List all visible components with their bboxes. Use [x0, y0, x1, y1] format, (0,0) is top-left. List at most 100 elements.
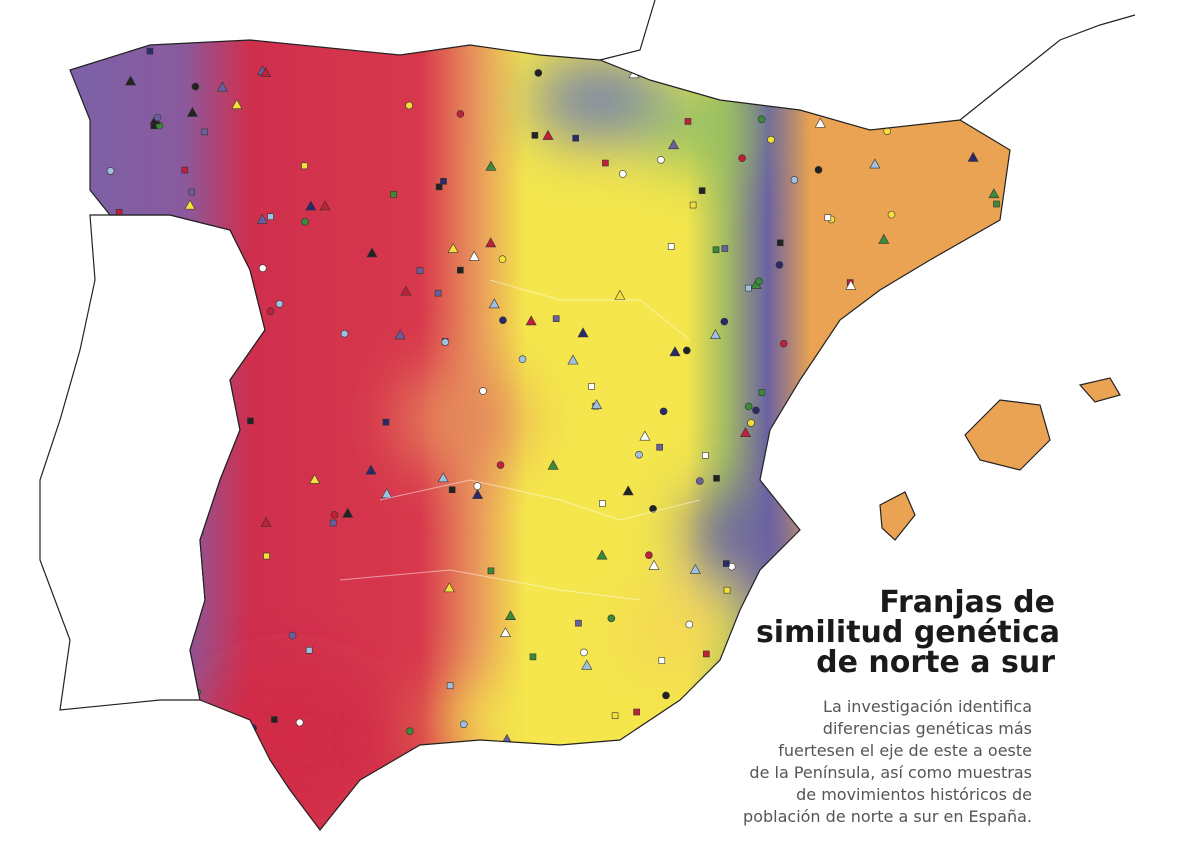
sample-marker — [990, 342, 999, 350]
sample-marker — [201, 128, 208, 136]
sample-marker — [702, 452, 709, 459]
sample-marker — [581, 659, 593, 670]
sample-marker — [186, 106, 198, 117]
sample-marker — [775, 261, 784, 269]
sample-marker — [993, 200, 1000, 208]
sample-marker — [181, 166, 189, 174]
sample-marker — [572, 134, 579, 142]
sample-marker — [381, 488, 393, 499]
sample-marker — [758, 389, 766, 396]
sample-marker — [505, 610, 517, 621]
sample-marker — [889, 435, 901, 446]
description-line: diferencias genéticas más — [823, 719, 1032, 738]
sample-marker — [657, 155, 665, 164]
sample-marker — [94, 204, 103, 212]
sample-marker — [752, 406, 760, 415]
sample-marker — [746, 665, 755, 673]
sample-marker — [473, 482, 482, 490]
sample-marker — [622, 485, 634, 496]
sample-marker — [305, 200, 317, 211]
sample-marker — [267, 213, 274, 221]
sample-marker — [845, 542, 852, 549]
sample-marker — [723, 586, 731, 594]
sample-marker — [394, 329, 406, 340]
sample-marker — [683, 346, 691, 355]
sample-marker — [790, 176, 799, 184]
sample-marker — [525, 315, 537, 326]
sample-marker — [713, 475, 720, 482]
sample-marker — [256, 213, 268, 224]
sample-marker — [833, 687, 841, 695]
blob — [400, 370, 520, 470]
sample-marker — [340, 329, 349, 338]
sample-marker — [773, 436, 785, 447]
sample-marker — [405, 101, 413, 110]
sample-marker — [619, 170, 627, 178]
sample-marker — [876, 77, 884, 85]
sample-marker — [611, 712, 619, 720]
sample-marker — [858, 420, 870, 431]
sample-marker — [457, 266, 464, 274]
sample-marker — [928, 61, 936, 68]
sample-marker — [959, 512, 968, 521]
sample-marker — [779, 339, 788, 348]
sample-marker — [919, 558, 928, 567]
sample-marker — [153, 113, 162, 122]
sample-marker — [456, 110, 465, 118]
sample-marker — [305, 646, 313, 654]
sample-marker — [77, 138, 85, 146]
sample-marker — [602, 159, 609, 167]
sample-marker — [716, 82, 728, 93]
sample-marker — [948, 536, 955, 544]
sample-marker — [529, 653, 537, 661]
description-line: La investigación identifica — [823, 697, 1032, 716]
sample-marker — [890, 435, 902, 446]
sample-marker — [709, 329, 721, 340]
sample-marker — [416, 267, 424, 275]
description-line: población de norte a sur en España. — [743, 807, 1032, 826]
sample-marker — [459, 720, 468, 729]
sample-marker — [446, 682, 454, 690]
sample-marker — [881, 80, 893, 91]
sample-marker — [437, 472, 449, 483]
sample-marker — [913, 680, 925, 691]
sample-marker — [188, 188, 196, 196]
sample-marker — [937, 528, 949, 539]
sample-marker — [366, 247, 378, 258]
sample-marker — [740, 427, 752, 437]
sample-marker — [923, 526, 935, 537]
sample-marker — [849, 477, 861, 488]
sample-marker — [791, 580, 800, 589]
blob — [620, 580, 740, 680]
blob — [530, 60, 670, 140]
sample-marker — [951, 73, 960, 81]
sample-marker — [487, 567, 495, 575]
sample-marker — [479, 387, 487, 395]
sample-marker — [721, 245, 729, 252]
sample-marker — [854, 522, 862, 530]
sample-marker — [776, 239, 784, 247]
sample-marker — [329, 519, 337, 527]
sample-marker — [263, 552, 270, 560]
sample-marker — [648, 559, 660, 570]
sample-marker — [929, 54, 938, 62]
sample-marker — [954, 429, 963, 438]
sample-marker — [845, 279, 857, 290]
blob — [690, 490, 790, 590]
sample-marker — [115, 208, 123, 216]
sample-marker — [441, 338, 450, 346]
sample-marker — [82, 195, 94, 206]
sample-marker — [575, 619, 582, 627]
sample-marker — [767, 135, 775, 144]
sample-marker — [247, 417, 254, 425]
sample-marker — [231, 99, 243, 109]
sample-marker — [910, 308, 918, 316]
sample-marker — [434, 289, 442, 297]
sample-marker — [943, 560, 955, 570]
sample-marker — [662, 691, 670, 700]
sample-marker — [499, 316, 507, 325]
sample-marker — [125, 75, 137, 86]
sample-marker — [954, 97, 961, 105]
sample-marker — [443, 582, 455, 593]
sample-marker — [448, 486, 456, 494]
